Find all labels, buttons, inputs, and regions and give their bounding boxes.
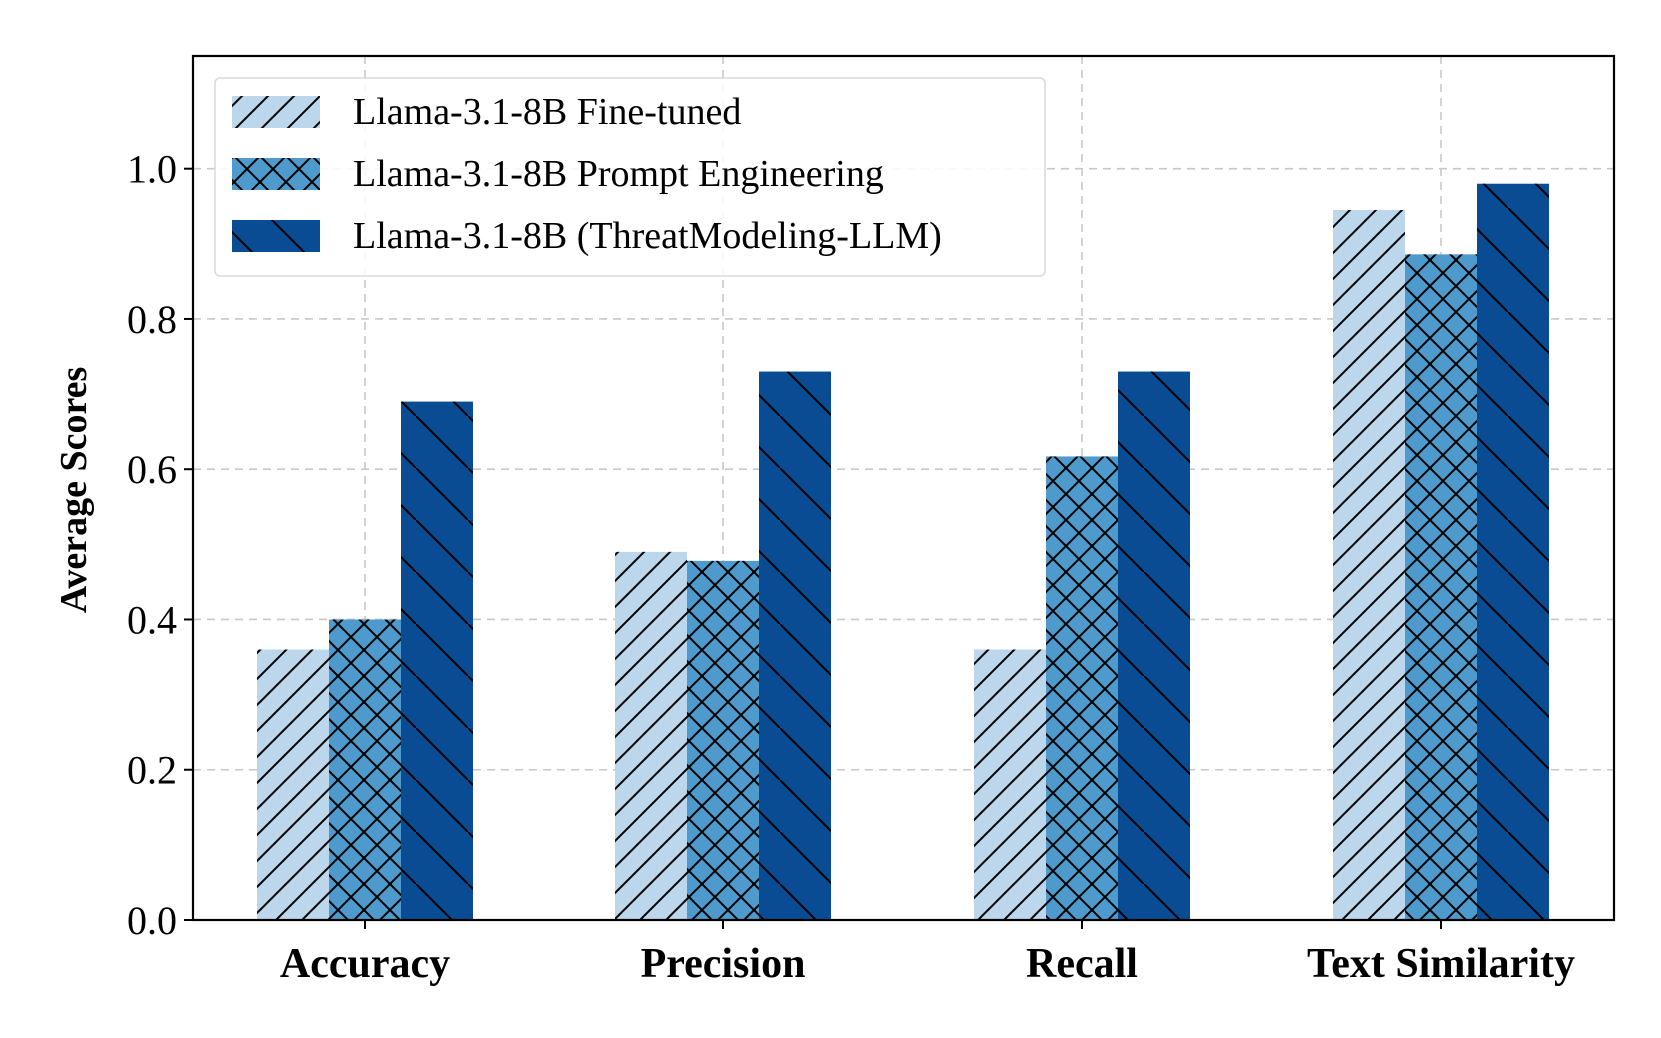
bars-layer <box>257 183 1549 921</box>
y-tick-label: 0.2 <box>127 748 177 793</box>
x-axis-ticks: Accuracy Precision Recall Text Similarity <box>280 920 1575 987</box>
bar-hatch <box>401 401 473 921</box>
legend-swatch-hatch <box>232 96 320 128</box>
legend-swatch-hatch <box>232 220 320 252</box>
legend: Llama-3.1-8B Fine-tuned Llama-3.1-8B Prom… <box>214 77 1046 277</box>
bar <box>974 649 1046 920</box>
legend-box <box>214 77 1046 277</box>
bar-hatch <box>1046 456 1118 920</box>
bar-hatch <box>257 649 329 920</box>
x-tick-label: Accuracy <box>280 941 450 987</box>
bar <box>1477 183 1549 920</box>
bar <box>687 560 759 920</box>
bar-hatch <box>687 560 759 920</box>
bar <box>257 649 329 920</box>
bar <box>1333 210 1405 920</box>
bar <box>401 401 473 921</box>
legend-label: Llama-3.1-8B Fine-tuned <box>353 91 741 133</box>
plot-frame <box>191 54 1616 922</box>
y-axis-label: Average Scores <box>53 367 95 614</box>
bar-hatch <box>974 649 1046 920</box>
bar-hatch <box>1333 210 1405 920</box>
y-tick-label: 1.0 <box>127 147 177 192</box>
bar <box>759 371 831 920</box>
y-tick-label: 0.6 <box>127 447 177 492</box>
bar-hatch <box>329 619 401 920</box>
bar <box>1118 371 1190 920</box>
bar-hatch <box>759 371 831 920</box>
x-tick-label: Text Similarity <box>1307 941 1575 987</box>
legend-swatch-hatch <box>232 158 320 190</box>
legend-label: Llama-3.1-8B Prompt Engineering <box>353 153 884 195</box>
bar-hatch <box>1405 254 1477 920</box>
x-tick-label: Precision <box>641 941 806 987</box>
bar <box>1405 254 1477 920</box>
y-tick-label: 0.8 <box>127 297 177 342</box>
legend-label: Llama-3.1-8B (ThreatModeling-LLM) <box>353 215 942 257</box>
x-tick-label: Recall <box>1026 941 1138 987</box>
bar-hatch <box>1477 183 1549 920</box>
bar <box>329 619 401 920</box>
bar <box>615 551 687 920</box>
bar <box>1046 456 1118 920</box>
y-axis-ticks: 0.0 0.2 0.4 0.6 0.8 1.0 <box>127 147 193 943</box>
y-tick-label: 0.4 <box>127 597 177 642</box>
bar-hatch <box>615 551 687 920</box>
bar-hatch <box>1118 371 1190 920</box>
y-tick-label: 0.0 <box>127 898 177 943</box>
